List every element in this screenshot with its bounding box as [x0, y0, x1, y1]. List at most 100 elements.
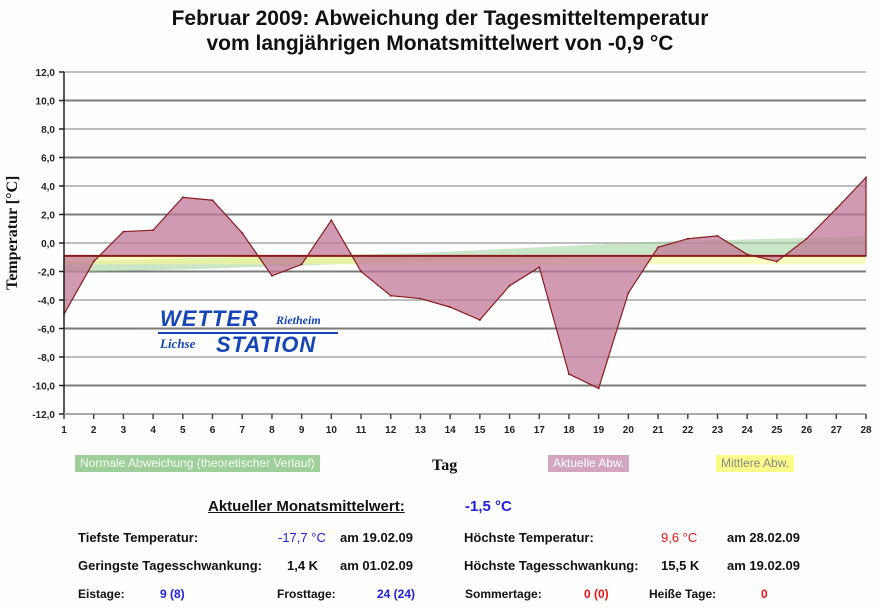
- y-tick-label: 0,0: [41, 239, 55, 250]
- data-point: [478, 318, 481, 321]
- x-axis-ticks: 1 2 3 4 5 6 7 8 9 10 11 12 13 14 15 16 17 18 19 20 21 22 23 24 2…: [61, 414, 872, 436]
- data-point: [270, 274, 273, 277]
- x-tick-label: 13: [415, 425, 427, 436]
- x-tick-label: 1: [61, 425, 67, 436]
- data-point: [449, 306, 452, 309]
- data-point: [567, 373, 570, 376]
- min-range-label: Geringste Tagesschwankung:: [78, 558, 262, 573]
- data-point: [805, 237, 808, 240]
- max-range-label: Höchste Tagesschwankung:: [464, 558, 639, 573]
- data-point: [835, 207, 838, 210]
- data-point: [241, 232, 244, 235]
- hot-days-label: Heiße Tage:: [649, 587, 717, 601]
- x-tick-label: 20: [623, 425, 635, 436]
- y-tick-label: -10,0: [32, 382, 55, 393]
- y-tick-label: -2,0: [38, 268, 56, 279]
- logo-wetter: WETTER: [160, 306, 259, 331]
- legend-mean-deviation: Mittlere Abw.: [716, 455, 795, 472]
- data-point: [716, 234, 719, 237]
- x-tick-label: 8: [269, 425, 275, 436]
- logo-divider: [158, 332, 338, 334]
- x-tick-label: 18: [563, 425, 575, 436]
- x-tick-label: 22: [682, 425, 694, 436]
- x-tick-label: 21: [653, 425, 665, 436]
- x-tick-label: 6: [210, 425, 216, 436]
- x-tick-label: 3: [121, 425, 127, 436]
- data-point: [389, 294, 392, 297]
- x-tick-label: 23: [712, 425, 724, 436]
- x-tick-label: 15: [474, 425, 486, 436]
- hot-days-value: 0: [761, 587, 768, 601]
- monthly-mean-value: -1,5 °C: [465, 498, 512, 515]
- x-tick-label: 26: [801, 425, 813, 436]
- min-range-date: am 01.02.09: [340, 558, 414, 573]
- x-tick-label: 19: [593, 425, 605, 436]
- y-tick-label: 10,0: [36, 97, 56, 108]
- logo-lichse: Lichse: [160, 336, 196, 351]
- x-tick-label: 16: [504, 425, 516, 436]
- min-temp-date: am 19.02.09: [340, 530, 414, 545]
- summer-days-value: 0 (0): [584, 587, 609, 601]
- min-temp-value: -17,7 °C: [278, 530, 326, 545]
- x-tick-label: 2: [91, 425, 97, 436]
- monthly-mean-label: Aktueller Monatsmittelwert:: [208, 498, 405, 515]
- y-tick-label: -12,0: [32, 410, 55, 421]
- y-axis-label: Temperatur [°C]: [4, 175, 21, 290]
- max-range-value: 15,5 K: [661, 558, 700, 573]
- x-tick-label: 28: [860, 425, 872, 436]
- y-tick-label: 6,0: [41, 154, 55, 165]
- summer-days-label: Sommertage:: [465, 587, 542, 601]
- x-tick-label: 5: [180, 425, 186, 436]
- data-point: [419, 297, 422, 300]
- chart-title: Februar 2009: Abweichung der Tagesmittel…: [171, 7, 709, 30]
- x-tick-label: 4: [150, 425, 156, 436]
- max-temp-label: Höchste Temperatur:: [464, 530, 594, 545]
- chart-areas: [63, 175, 867, 390]
- ice-days-label: Eistage:: [78, 587, 125, 601]
- y-tick-label: 4,0: [41, 182, 55, 193]
- y-tick-label: -8,0: [38, 353, 56, 364]
- data-point: [597, 387, 600, 390]
- chart-subtitle: vom langjährigen Monatsmittelwert von -0…: [206, 32, 674, 55]
- data-point: [152, 229, 155, 232]
- data-point: [360, 270, 363, 273]
- x-tick-label: 24: [742, 425, 754, 436]
- x-tick-label: 25: [771, 425, 783, 436]
- data-point: [657, 246, 660, 249]
- frost-days-value: 24 (24): [377, 587, 416, 601]
- x-tick-label: 7: [239, 425, 245, 436]
- data-point: [300, 263, 303, 266]
- y-tick-label: -4,0: [38, 296, 56, 307]
- x-tick-label: 10: [326, 425, 338, 436]
- x-tick-label: 27: [831, 425, 843, 436]
- y-tick-label: 8,0: [41, 125, 55, 136]
- weather-station-logo: WETTER Rietheim Lichse STATION: [158, 306, 338, 358]
- data-point: [330, 219, 333, 222]
- data-point: [92, 260, 95, 263]
- min-temp-label: Tiefste Temperatur:: [78, 530, 199, 545]
- x-tick-label: 9: [299, 425, 305, 436]
- legend-normal-deviation: Normale Abweichung (theoretischer Verlau…: [75, 455, 320, 472]
- chart-plot: 12,0 10,0 8,0 6,0 4,0 2,0 0,0 -2,0 -4,0 -6,0 -8,0 -…: [32, 68, 872, 436]
- frost-days-label: Frosttage:: [277, 587, 336, 601]
- data-point: [686, 237, 689, 240]
- y-axis-ticks: 12,0 10,0 8,0 6,0 4,0 2,0 0,0 -2,0 -4,0 -6,0 -8,0 -…: [32, 68, 64, 421]
- y-tick-label: 2,0: [41, 211, 55, 222]
- y-tick-label: -6,0: [38, 325, 56, 336]
- data-point: [211, 199, 214, 202]
- logo-rietheim: Rietheim: [276, 313, 321, 327]
- max-range-date: am 19.02.09: [727, 558, 801, 573]
- data-point: [181, 196, 184, 199]
- max-temp-date: am 28.02.09: [727, 530, 801, 545]
- min-range-value: 1,4 K: [287, 558, 319, 573]
- data-point: [775, 260, 778, 263]
- x-tick-label: 11: [356, 425, 367, 436]
- data-point: [627, 291, 630, 294]
- data-point: [538, 266, 541, 269]
- x-tick-label: 14: [445, 425, 457, 436]
- logo-station: STATION: [216, 332, 317, 357]
- data-point: [508, 284, 511, 287]
- y-tick-label: 12,0: [36, 68, 56, 79]
- data-point: [865, 176, 867, 179]
- ice-days-value: 9 (8): [160, 587, 185, 601]
